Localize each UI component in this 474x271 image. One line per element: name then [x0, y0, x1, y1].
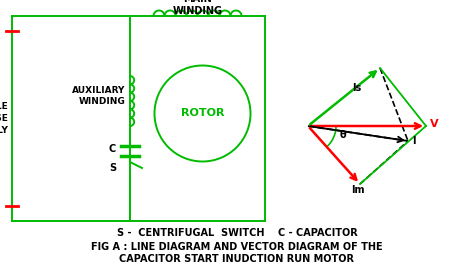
Text: Im: Im: [351, 185, 365, 195]
Text: AUXILIARY
WINDING: AUXILIARY WINDING: [72, 86, 125, 106]
Text: Is: Is: [352, 83, 361, 93]
Text: SINGLE
PHASE
SUPPLY: SINGLE PHASE SUPPLY: [0, 102, 8, 135]
Text: I: I: [412, 136, 416, 146]
Text: MAIN
WINDING: MAIN WINDING: [173, 0, 222, 17]
Text: θ: θ: [340, 130, 346, 140]
Text: S: S: [109, 163, 116, 173]
Text: ROTOR: ROTOR: [181, 108, 224, 118]
Text: C: C: [109, 144, 116, 154]
Text: V: V: [430, 119, 438, 129]
Text: CAPACITOR START INUDCTION RUN MOTOR: CAPACITOR START INUDCTION RUN MOTOR: [119, 254, 355, 264]
Text: FIG A : LINE DIAGRAM AND VECTOR DIAGRAM OF THE: FIG A : LINE DIAGRAM AND VECTOR DIAGRAM …: [91, 242, 383, 252]
Text: S -  CENTRIFUGAL  SWITCH    C - CAPACITOR: S - CENTRIFUGAL SWITCH C - CAPACITOR: [117, 228, 357, 238]
